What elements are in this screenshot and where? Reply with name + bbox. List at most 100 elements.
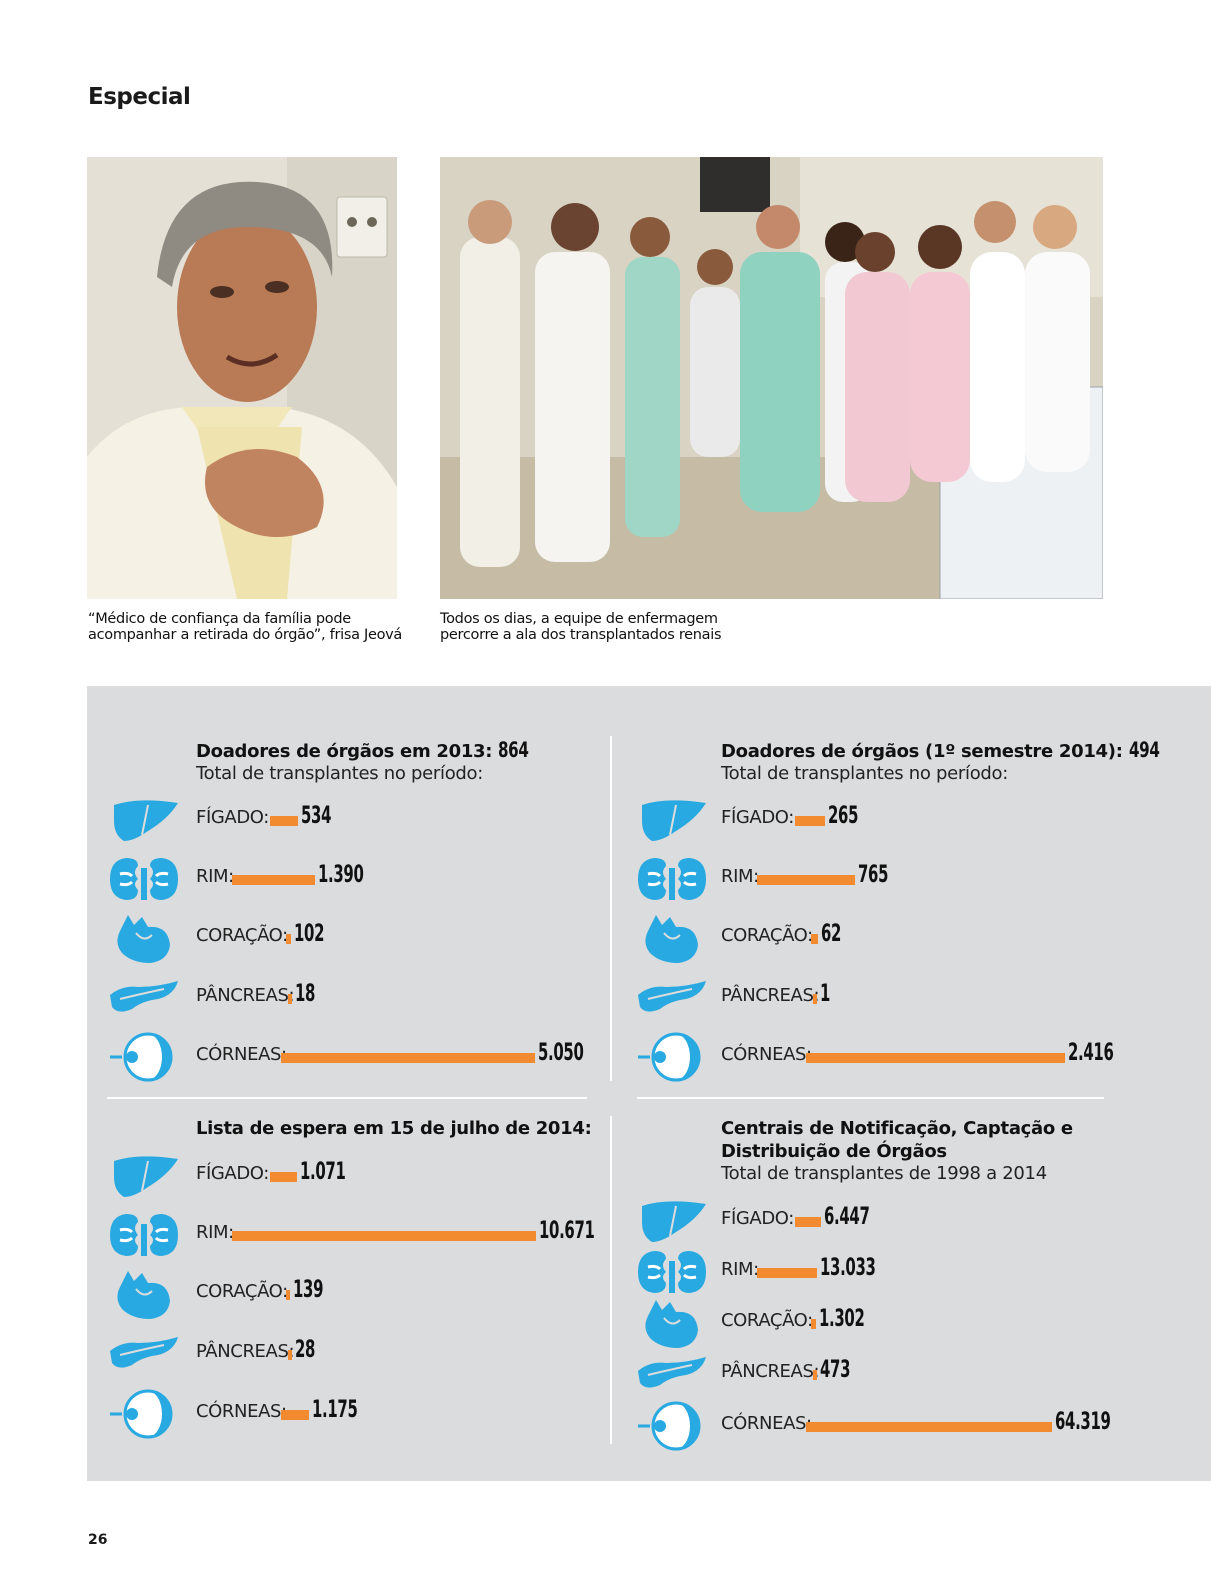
stat-value: 62: [821, 919, 842, 947]
stat-value: 13.033: [820, 1253, 876, 1281]
block-title-text-line2: Distribuição de Órgãos: [721, 1141, 947, 1162]
stat-value: 18: [295, 979, 316, 1007]
stat-label: FÍGADO:: [196, 1163, 269, 1184]
stat-label: CÓRNEAS:: [196, 1401, 287, 1422]
block-title-value: 494: [1128, 738, 1160, 762]
eye-icon: [108, 1032, 180, 1082]
stat-value: 5.050: [538, 1038, 584, 1066]
eye-icon: [636, 1032, 708, 1082]
block-subtitle: Total de transplantes no período:: [721, 763, 1009, 784]
stat-value: 1.302: [819, 1304, 865, 1332]
right-photo-caption: Todos os dias, a equipe de enfermagem pe…: [440, 611, 722, 643]
block-title: Doadores de órgãos (1º semestre 2014): 4…: [721, 738, 1171, 762]
block-title-text: Centrais de Notificação, Captação e: [721, 1118, 1073, 1139]
stat-bar: [281, 1410, 309, 1420]
stat-bar: [811, 1319, 816, 1329]
stat-bar: [281, 1053, 535, 1063]
block-title-text: Doadores de órgãos (1º semestre 2014):: [721, 741, 1123, 762]
stat-value: 473: [820, 1355, 851, 1383]
pancreas-icon: [108, 1329, 180, 1379]
stat-value: 139: [293, 1275, 324, 1303]
stat-value: 765: [858, 860, 889, 888]
stat-label: PÂNCREAS:: [196, 985, 295, 1006]
kidney-icon: [636, 1247, 708, 1297]
pancreas-icon: [108, 973, 180, 1023]
stat-value: 1.175: [312, 1395, 358, 1423]
liver-icon: [636, 1196, 708, 1246]
vertical-divider: [610, 1116, 612, 1444]
stat-label: FÍGADO:: [721, 807, 794, 828]
stat-bar: [757, 1268, 817, 1278]
eye-icon: [108, 1389, 180, 1439]
stat-label: CÓRNEAS:: [196, 1044, 287, 1065]
stat-bar: [757, 875, 855, 885]
liver-icon: [108, 1151, 180, 1201]
stat-bar: [795, 816, 825, 826]
page-number: 26: [88, 1532, 108, 1548]
eye-icon: [636, 1401, 708, 1451]
liver-icon: [108, 795, 180, 845]
left-photo-caption: “Médico de confiança da família pode aco…: [88, 611, 402, 643]
stat-label: FÍGADO:: [721, 1208, 794, 1229]
stat-bar: [286, 934, 291, 944]
heart-icon: [636, 1298, 708, 1348]
stat-label: RIM:: [196, 866, 234, 887]
heart-icon: [636, 913, 708, 963]
stat-value: 28: [295, 1335, 316, 1363]
stat-value: 2.416: [1068, 1038, 1114, 1066]
block-subtitle: Total de transplantes de 1998 a 2014: [721, 1163, 1047, 1184]
stat-value: 10.671: [539, 1216, 595, 1244]
stat-label: RIM:: [196, 1222, 234, 1243]
heart-icon: [108, 1269, 180, 1319]
stat-label: RIM:: [721, 866, 759, 887]
stat-bar: [270, 816, 298, 826]
block-title: Centrais de Notificação, Captação e Dist…: [721, 1118, 1073, 1162]
block-title: Lista de espera em 15 de julho de 2014:: [196, 1118, 592, 1139]
stat-value: 64.319: [1055, 1407, 1111, 1435]
kidney-icon: [636, 854, 708, 904]
vertical-divider: [610, 736, 612, 1081]
stat-label: PÂNCREAS:: [721, 1361, 820, 1382]
stat-label: CORAÇÃO:: [721, 1310, 813, 1331]
stat-bar: [286, 1290, 290, 1300]
block-title-text: Lista de espera em 15 de julho de 2014:: [196, 1118, 592, 1139]
nursing-team-photo: [440, 157, 1103, 599]
stat-label: FÍGADO:: [196, 807, 269, 828]
stat-bar: [813, 1370, 817, 1380]
stat-bar: [813, 994, 817, 1004]
stat-label: CÓRNEAS:: [721, 1044, 812, 1065]
stat-label: CORAÇÃO:: [196, 925, 288, 946]
block-title: Doadores de órgãos em 2013: 864: [196, 738, 541, 762]
stat-label: CÓRNEAS:: [721, 1413, 812, 1434]
stat-value: 102: [294, 919, 325, 947]
stat-bar: [811, 934, 818, 944]
stat-value: 1.071: [300, 1157, 346, 1185]
stat-bar: [288, 994, 292, 1004]
stat-bar: [270, 1172, 297, 1182]
kidney-icon: [108, 854, 180, 904]
stat-value: 1.390: [318, 860, 364, 888]
caption-line: Todos os dias, a equipe de enfermagem: [440, 611, 718, 627]
stat-label: PÂNCREAS:: [196, 1341, 295, 1362]
stat-value: 265: [828, 801, 859, 829]
stat-value: 6.447: [824, 1202, 870, 1230]
block-subtitle: Total de transplantes no período:: [196, 763, 484, 784]
horizontal-divider: [107, 1097, 587, 1099]
pancreas-icon: [636, 1349, 708, 1399]
stat-value: 1: [820, 979, 831, 1007]
section-title: Especial: [88, 84, 191, 110]
caption-line: acompanhar a retirada do órgão”, frisa J…: [88, 627, 403, 643]
stat-label: CORAÇÃO:: [721, 925, 813, 946]
caption-line: “Médico de confiança da família pode: [88, 611, 351, 627]
stat-bar: [232, 1231, 536, 1241]
stat-bar: [232, 875, 315, 885]
doctor-portrait-photo: [87, 157, 397, 599]
kidney-icon: [108, 1210, 180, 1260]
block-title-value: 864: [498, 738, 529, 762]
stat-label: CORAÇÃO:: [196, 1281, 288, 1302]
heart-icon: [108, 913, 180, 963]
stat-label: RIM:: [721, 1259, 759, 1280]
stat-bar: [288, 1350, 292, 1360]
stat-bar: [806, 1422, 1052, 1432]
liver-icon: [636, 795, 708, 845]
